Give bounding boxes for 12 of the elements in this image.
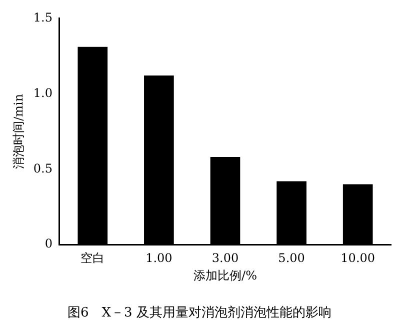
y-tick-label: 0 (44, 236, 52, 251)
x-tick-label: 5.00 (278, 250, 305, 265)
x-tick-label: 3.00 (212, 250, 239, 265)
y-axis-title: 消泡时间/min (11, 94, 26, 169)
y-tick-label: 1.0 (33, 86, 52, 100)
x-axis-title: 添加比例/% (194, 268, 257, 282)
y-tick-label: 1.5 (33, 10, 52, 24)
x-tick-label: 1.00 (146, 250, 172, 265)
x-tick-label: 空白 (80, 250, 105, 265)
text: 图6 X－3 及其用量对消泡剂消泡性能的影响 (68, 304, 332, 321)
y-tick-label: 0.5 (33, 161, 52, 176)
x-tick-label: 10.00 (340, 250, 376, 265)
